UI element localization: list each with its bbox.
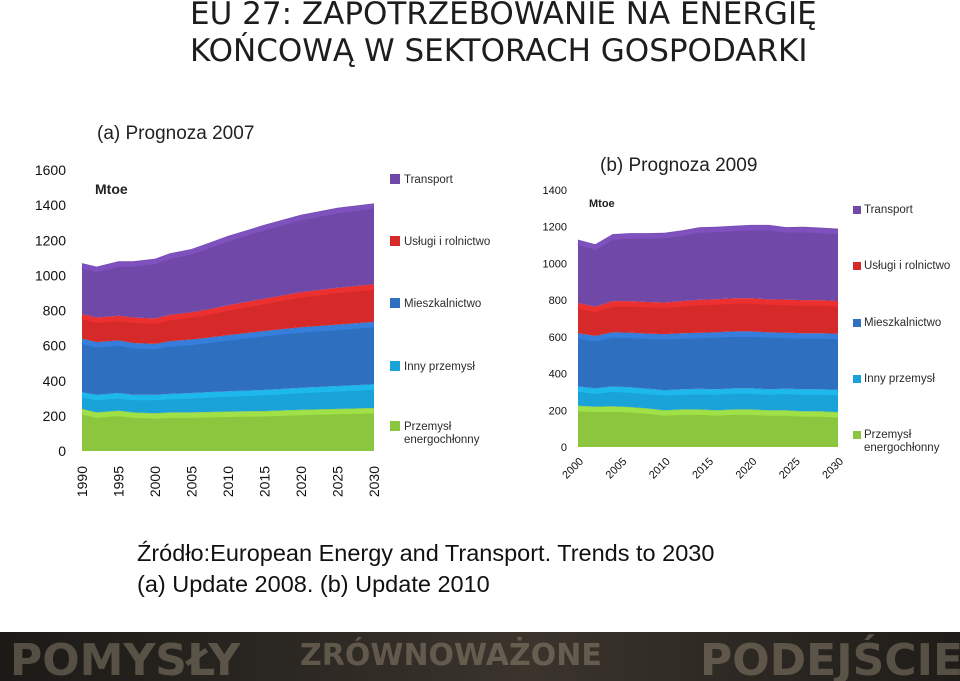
y-tick-label: 1200 <box>35 232 66 248</box>
area-highlight-5 <box>81 203 375 273</box>
legend-swatch <box>853 262 861 270</box>
area-series-4 <box>578 298 838 336</box>
area-series-5 <box>82 203 374 319</box>
y-tick-label: 600 <box>43 338 67 354</box>
y-tick-label: 800 <box>549 295 567 307</box>
source-note: Źródło:European Energy and Transport. Tr… <box>137 538 714 600</box>
x-tick-label: 2000 <box>147 466 163 497</box>
charts-svg: 0 200 400 600 800 1000 1200 1400 1600 1990 1995 200… <box>35 123 951 497</box>
legend-swatch <box>853 431 861 439</box>
y-tick-label: 200 <box>549 405 567 417</box>
x-tick-label: 2025 <box>330 466 346 497</box>
unit-label: Mtoe <box>95 181 128 197</box>
area-series-1 <box>82 408 374 451</box>
x-tick-label: 2020 <box>293 466 309 497</box>
panel-title: (a) Prognoza 2007 <box>97 123 254 144</box>
x-tick-label: 2005 <box>184 466 200 497</box>
legend-swatch <box>390 174 400 184</box>
area-highlight-5 <box>577 225 839 250</box>
area-series-5 <box>578 224 838 307</box>
legend-label: Usługi i rolnictwo <box>864 260 950 272</box>
x-tick-label: 2010 <box>647 456 673 482</box>
chart-panel-1: 0 200 400 600 800 1000 1200 1400 1600 1990 1995 200… <box>35 123 490 497</box>
chart-panel-2: 0 200 400 600 800 1000 1200 1400 2000 2005 2010 201… <box>543 155 951 481</box>
area-highlight-4 <box>577 298 839 313</box>
x-tick-label: 2015 <box>690 456 716 482</box>
legend-swatch <box>390 236 400 246</box>
legend-label: Transport <box>404 174 454 186</box>
y-tick-label: 1400 <box>35 197 66 213</box>
panel-title: (b) Prognoza 2009 <box>600 155 757 176</box>
source-line1: Źródło:European Energy and Transport. Tr… <box>137 540 715 566</box>
legend-label: Inny przemysł <box>864 373 935 385</box>
y-tick-label: 600 <box>549 332 567 344</box>
legend-label: Inny przemysł <box>404 361 475 373</box>
x-tick-label: 2010 <box>220 466 236 497</box>
legend-swatch <box>390 421 400 431</box>
legend-label: Usługi i rolnictwo <box>404 236 490 248</box>
x-tick-label: 2030 <box>820 456 846 482</box>
y-tick-label: 1000 <box>543 258 567 270</box>
slide-title: EU 27: ZAPOTRZEBOWANIE NA ENERGIĘ KOŃCOW… <box>190 0 910 70</box>
area-highlight-2 <box>81 384 375 401</box>
area-series-4 <box>82 284 374 344</box>
legend-label: Transport <box>864 204 914 216</box>
y-tick-label: 1000 <box>35 267 66 283</box>
x-tick-label: 2005 <box>604 456 630 482</box>
banner-word-2: ZRÓWNOWAŻONE <box>300 638 602 673</box>
y-tick-label: 1200 <box>543 222 567 234</box>
y-tick-label: 400 <box>43 373 67 389</box>
area-series-1 <box>578 405 838 447</box>
x-tick-label: 2015 <box>257 466 273 497</box>
area-series-3 <box>82 321 374 395</box>
y-tick-label: 800 <box>43 303 67 319</box>
source-line2: (a) Update 2008. (b) Update 2010 <box>137 571 490 597</box>
area-highlight-1 <box>81 408 375 419</box>
x-tick-label: 2030 <box>366 466 382 497</box>
slide-title-line1: EU 27: ZAPOTRZEBOWANIE NA ENERGIĘ <box>190 0 817 32</box>
footer-banner: POMYSŁY ZRÓWNOWAŻONE PODEJŚCIE <box>0 632 960 681</box>
banner-word-3: PODEJŚCIE <box>700 635 960 681</box>
unit-label: Mtoe <box>589 198 615 210</box>
area-highlight-3 <box>81 322 375 350</box>
area-series-3 <box>578 331 838 391</box>
x-tick-label: 2000 <box>560 456 586 482</box>
legend-label: Mieszkalnictwo <box>404 298 481 310</box>
y-tick-label: 0 <box>58 443 66 459</box>
slide-title-line2: KOŃCOWĄ W SEKTORACH GOSPODARKI <box>190 33 808 69</box>
x-tick-label: 2025 <box>777 456 803 482</box>
area-highlight-3 <box>577 331 839 342</box>
legend-swatch <box>390 361 400 371</box>
y-tick-label: 200 <box>43 408 67 424</box>
legend-label: Mieszkalnictwo <box>864 317 941 329</box>
x-tick-label: 1995 <box>111 466 127 497</box>
y-tick-label: 400 <box>549 369 567 381</box>
x-tick-label: 2020 <box>734 456 760 482</box>
y-tick-label: 1600 <box>35 162 66 178</box>
x-tick-label: 1990 <box>74 466 90 497</box>
legend-label: Przemysł energochłonny <box>864 429 940 454</box>
y-tick-label: 1400 <box>543 185 567 197</box>
legend-swatch <box>853 319 861 327</box>
area-highlight-4 <box>81 284 375 324</box>
y-tick-label: 0 <box>561 442 567 454</box>
banner-word-1: POMYSŁY <box>10 635 241 681</box>
legend-swatch <box>390 298 400 308</box>
legend-label: Przemysł energochłonny <box>404 421 480 446</box>
legend-swatch <box>853 206 861 214</box>
area-highlight-2 <box>577 386 839 396</box>
area-highlight-1 <box>577 406 839 418</box>
legend-swatch <box>853 375 861 383</box>
